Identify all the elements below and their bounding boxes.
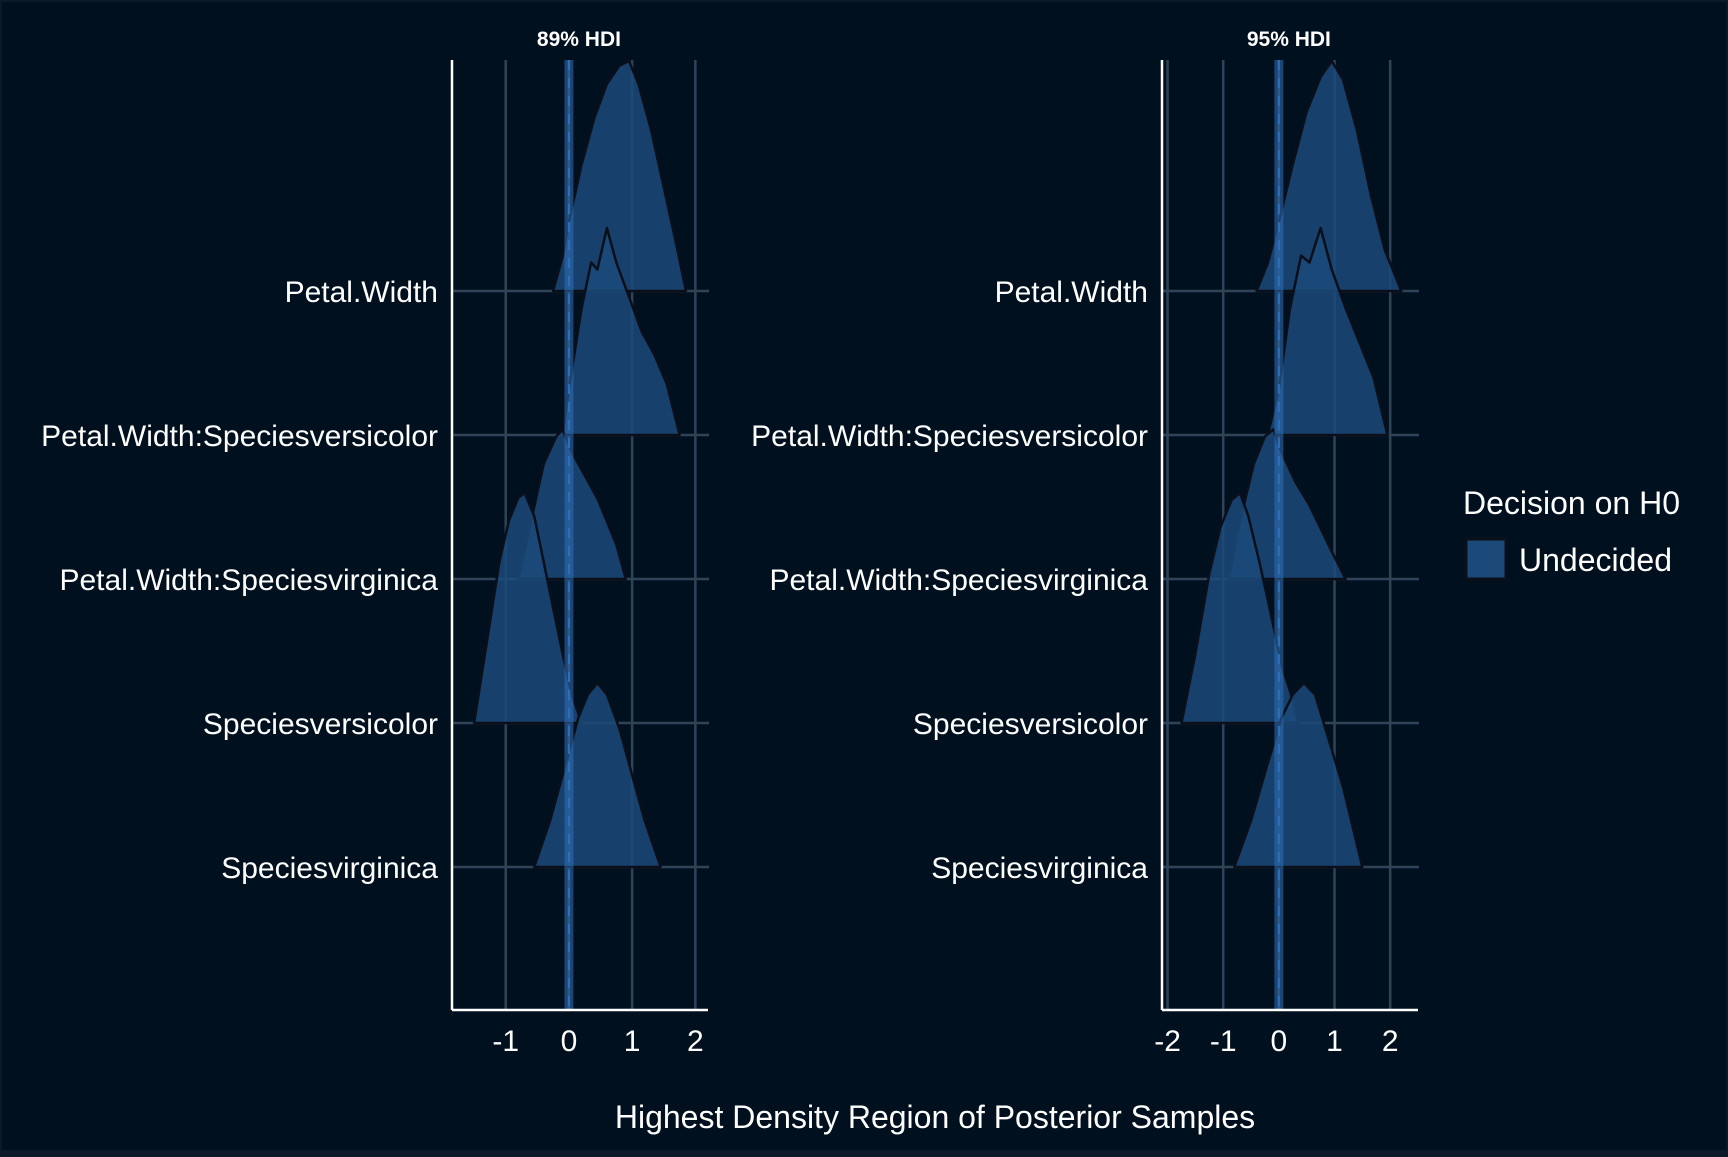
legend-title: Decision on H0	[1463, 485, 1680, 521]
y-tick-label: Petal.Width	[285, 276, 438, 309]
ridge-layer	[1180, 59, 1403, 1010]
y-tick-label: Petal.Width:Speciesvirginica	[769, 564, 1148, 597]
x-tick-label: 2	[687, 1025, 704, 1058]
legend-key-undecided	[1464, 537, 1508, 581]
x-tick-label: 2	[1382, 1025, 1399, 1058]
y-tick-labels: Petal.Width Petal.Width:Speciesversicolor…	[751, 276, 1148, 885]
ridge-petal-width	[1255, 59, 1403, 293]
panel-95-hdi: 95% HDI Petal.Width Petal.Width:Speciesve…	[751, 28, 1419, 1058]
panel-title: 95% HDI	[1247, 28, 1331, 51]
x-tick-label: 1	[1326, 1025, 1343, 1058]
y-tick-label: Petal.Width:Speciesversicolor	[41, 420, 438, 453]
ridge-layer	[472, 59, 688, 1010]
legend-label-undecided: Undecided	[1519, 542, 1672, 578]
y-tick-label: Petal.Width:Speciesversicolor	[751, 420, 1148, 453]
ridge-speciesvirginica	[1233, 681, 1364, 869]
y-tick-label: Speciesversicolor	[913, 708, 1148, 741]
x-tick-label: 1	[624, 1025, 641, 1058]
axes	[450, 60, 708, 1012]
y-tick-label: Speciesvirginica	[931, 852, 1148, 885]
panel-title: 89% HDI	[537, 28, 621, 51]
y-tick-label: Speciesversicolor	[203, 708, 438, 741]
x-tick-labels: -1 0 1 2	[492, 1025, 703, 1058]
x-tick-label: -1	[492, 1025, 519, 1058]
panel-89-hdi: 89% HDI Petal.Width Petal.Width:Speciesve…	[41, 28, 709, 1058]
x-tick-label: -2	[1154, 1025, 1181, 1058]
ridge-speciesversicolor	[472, 491, 583, 725]
y-tick-label: Petal.Width:Speciesvirginica	[59, 564, 438, 597]
axes	[1160, 60, 1418, 1012]
y-tick-label: Petal.Width	[995, 276, 1148, 309]
legend: Decision on H0 Undecided	[1463, 485, 1680, 581]
x-tick-label: -1	[1210, 1025, 1237, 1058]
y-tick-labels: Petal.Width Petal.Width:Speciesversicolor…	[41, 276, 438, 885]
x-tick-label: 0	[1271, 1025, 1288, 1058]
x-axis-label: Highest Density Region of Posterior Samp…	[615, 1099, 1255, 1135]
y-tick-label: Speciesvirginica	[221, 852, 438, 885]
x-tick-labels: -2 -1 0 1 2	[1154, 1025, 1398, 1058]
x-tick-label: 0	[561, 1025, 578, 1058]
